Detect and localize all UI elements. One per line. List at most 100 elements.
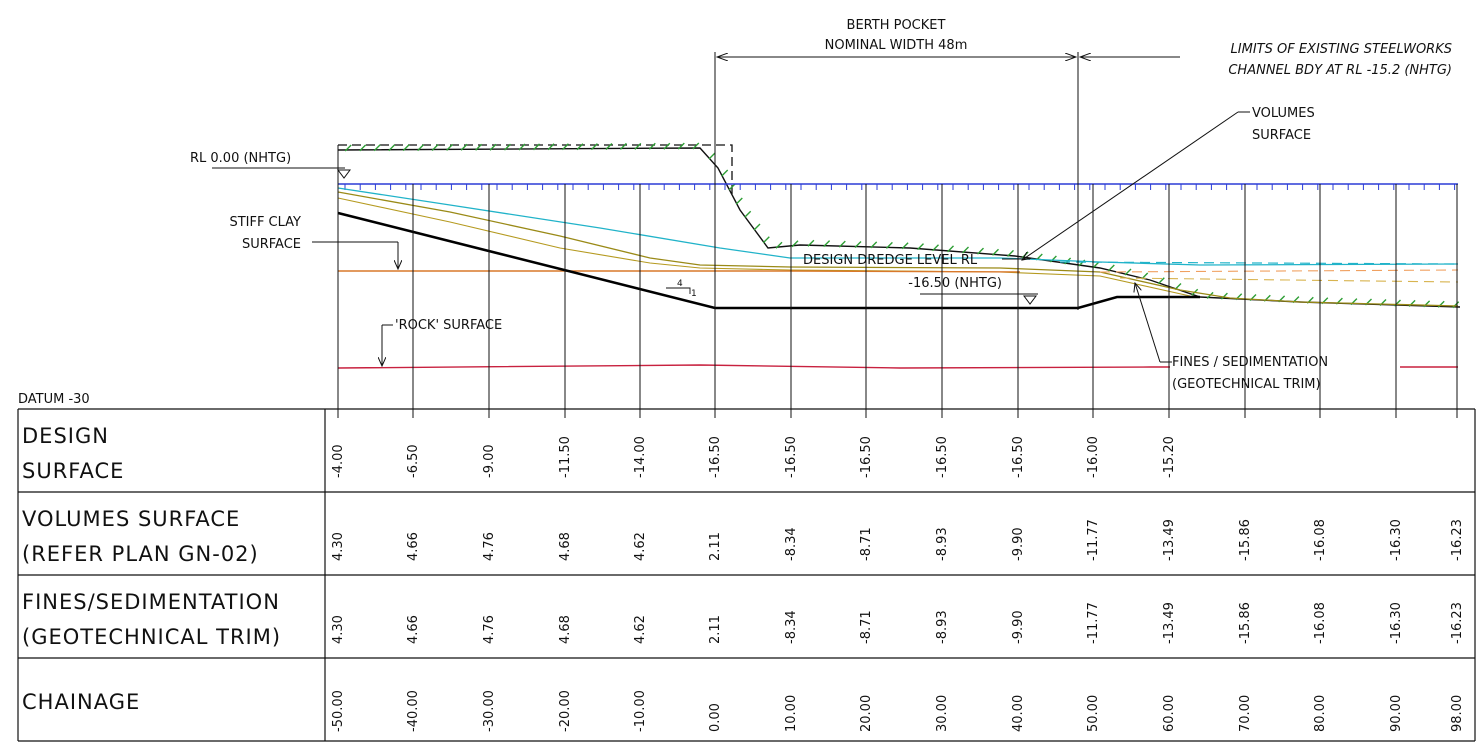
table-cell: 90.00 xyxy=(1389,695,1404,732)
berth-pocket-label: BERTH POCKET xyxy=(847,18,946,33)
table-cell: 4.68 xyxy=(558,532,573,561)
design-dredge-label-line2: -16.50 (NHTG) xyxy=(908,276,1002,291)
stiff-clay-surface-line xyxy=(338,270,1021,273)
row-head-chainage: CHAINAGE xyxy=(22,690,140,714)
table-cell: 60.00 xyxy=(1162,695,1177,732)
cyan-dashed-extension xyxy=(1059,261,1459,265)
stiff-clay-label-line2: SURFACE xyxy=(242,237,301,252)
table-cell: -16.50 xyxy=(1011,436,1026,478)
table-cell: -11.77 xyxy=(1086,519,1101,561)
table-cell: 4.30 xyxy=(331,615,346,644)
table-cell: -13.49 xyxy=(1162,519,1177,561)
table-cell: -16.08 xyxy=(1313,519,1328,561)
table-cell: -16.50 xyxy=(784,436,799,478)
table-cell: -4.00 xyxy=(331,444,346,478)
stiff-clay-label-line1: STIFF CLAY xyxy=(229,215,301,230)
table-cell: 4.76 xyxy=(482,532,497,561)
table-cell: -11.77 xyxy=(1086,602,1101,644)
table-cell: 40.00 xyxy=(1011,695,1026,732)
row-head-fines-2: (GEOTECHNICAL TRIM) xyxy=(22,625,281,649)
table-cell: -9.00 xyxy=(482,444,497,478)
limits-label-line2: CHANNEL BDY AT RL -15.2 (NHTG) xyxy=(1228,63,1452,78)
row-head-volumes-2: (REFER PLAN GN-02) xyxy=(22,542,259,566)
stiff-clay-dashed xyxy=(1099,269,1459,273)
row-head-design-1: DESIGN xyxy=(22,424,109,448)
table-cell: -8.71 xyxy=(859,610,874,644)
fines-label-line1: FINES / SEDIMENTATION xyxy=(1172,355,1328,370)
rock-surface-label: 'ROCK' SURFACE xyxy=(395,318,502,333)
table-cell: -13.49 xyxy=(1162,602,1177,644)
table-cell: -16.00 xyxy=(1086,436,1101,478)
row-head-volumes-1: VOLUMES SURFACE xyxy=(22,507,240,531)
design-dredge-leader: DESIGN DREDGE LEVEL RL -16.50 (NHTG) xyxy=(803,253,1038,305)
table-cell: 0.00 xyxy=(708,703,723,732)
table-cell: -16.50 xyxy=(859,436,874,478)
table-cell: 2.11 xyxy=(708,532,723,561)
slope-rise-label: 1 xyxy=(691,289,697,299)
table-cell: 10.00 xyxy=(784,695,799,732)
table-cell: -8.34 xyxy=(784,527,799,561)
olive-dashed-extension xyxy=(1119,277,1459,283)
table-cell: 2.11 xyxy=(708,615,723,644)
stiff-clay-leader: STIFF CLAY SURFACE xyxy=(229,215,398,269)
table-cell: -8.93 xyxy=(935,527,950,561)
table-cell: 4.76 xyxy=(482,615,497,644)
row-head-design-2: SURFACE xyxy=(22,459,124,483)
row-head-fines-1: FINES/SEDIMENTATION xyxy=(22,590,280,614)
limits-label-line1: LIMITS OF EXISTING STEELWORKS xyxy=(1231,42,1452,57)
table-cell: 50.00 xyxy=(1086,695,1101,732)
table-cell: -16.08 xyxy=(1313,602,1328,644)
table-cell: -9.90 xyxy=(1011,610,1026,644)
table-cell: -15.86 xyxy=(1238,519,1253,561)
table-cell: 4.66 xyxy=(406,615,421,644)
table-cell: 98.00 xyxy=(1450,695,1465,732)
table-cell: -16.23 xyxy=(1450,602,1465,644)
table-cell: -11.50 xyxy=(558,436,573,478)
table-cell: -15.86 xyxy=(1238,602,1253,644)
existing-bank-profile xyxy=(337,142,1461,309)
table-cell: -8.71 xyxy=(859,527,874,561)
volumes-label-line2: SURFACE xyxy=(1252,128,1311,143)
slope-run-label: 4 xyxy=(677,279,683,289)
table-cell: -30.00 xyxy=(482,690,497,732)
table-cell: -9.90 xyxy=(1011,527,1026,561)
table-cell: 70.00 xyxy=(1238,695,1253,732)
table-cell: -16.50 xyxy=(708,436,723,478)
fines-label-line2: (GEOTECHNICAL TRIM) xyxy=(1172,377,1321,392)
berth-width-label: NOMINAL WIDTH 48m xyxy=(825,38,968,53)
table-cell: 4.62 xyxy=(633,532,648,561)
table-cell: -8.93 xyxy=(935,610,950,644)
berth-pocket-dimension: BERTH POCKET NOMINAL WIDTH 48m xyxy=(714,18,1180,310)
table-cell: -10.00 xyxy=(633,690,648,732)
table-cell: 4.66 xyxy=(406,532,421,561)
table-cell: -8.34 xyxy=(784,610,799,644)
slope-ratio-marker: 4 1 xyxy=(666,279,697,299)
rl-zero-marker: RL 0.00 (NHTG) xyxy=(190,151,351,179)
table-cell: -15.20 xyxy=(1162,436,1177,478)
chainage-gridlines xyxy=(337,52,1458,418)
table-cell: -16.50 xyxy=(935,436,950,478)
table-cell: -14.00 xyxy=(633,436,648,478)
rl-zero-label: RL 0.00 (NHTG) xyxy=(190,151,291,166)
water-level-line xyxy=(338,183,1458,190)
cyan-surface-line xyxy=(337,187,1459,266)
volumes-surface-leader: VOLUMES SURFACE xyxy=(1022,106,1315,260)
rock-surface-leader: 'ROCK' SURFACE xyxy=(382,318,502,366)
table-cell: 4.62 xyxy=(633,615,648,644)
table-cell: 4.30 xyxy=(331,532,346,561)
olive-surface-lower xyxy=(337,197,1191,297)
volumes-label-line1: VOLUMES xyxy=(1252,106,1315,121)
table-cell: 4.68 xyxy=(558,615,573,644)
table-cell: 80.00 xyxy=(1313,695,1328,732)
table-cell: -50.00 xyxy=(331,690,346,732)
table-cell: 20.00 xyxy=(859,695,874,732)
table-cell: -16.30 xyxy=(1389,519,1404,561)
table-cell: -20.00 xyxy=(558,690,573,732)
datum-label: DATUM -30 xyxy=(18,392,90,407)
table-cell: -6.50 xyxy=(406,444,421,478)
data-table: DESIGN SURFACE VOLUMES SURFACE (REFER PL… xyxy=(17,408,1476,742)
table-cell: -16.30 xyxy=(1389,602,1404,644)
fines-leader: FINES / SEDIMENTATION (GEOTECHNICAL TRIM… xyxy=(1135,283,1328,392)
design-dredge-label-line1: DESIGN DREDGE LEVEL RL xyxy=(803,253,978,268)
